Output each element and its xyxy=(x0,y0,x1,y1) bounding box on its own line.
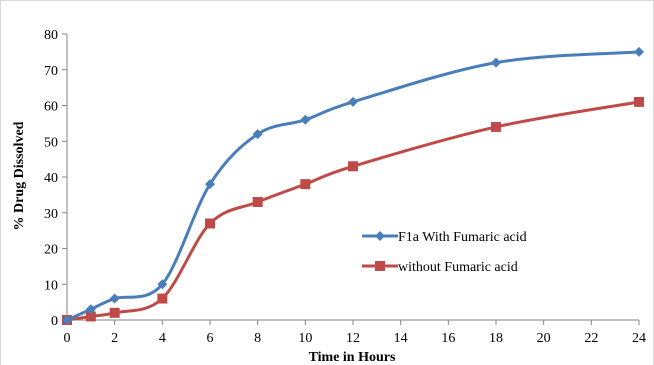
series-1 xyxy=(62,46,644,325)
x-tick-label: 0 xyxy=(64,331,71,346)
legend-label: without Fumaric acid xyxy=(398,260,518,275)
data-point xyxy=(157,279,168,290)
x-tick-label: 20 xyxy=(537,331,551,346)
series-line xyxy=(66,100,640,322)
x-tick-label: 24 xyxy=(632,331,646,346)
data-point xyxy=(205,218,215,229)
x-axis-title: Time in Hours xyxy=(309,350,396,365)
legend-swatch-marker xyxy=(375,231,385,241)
x-tick-label: 10 xyxy=(298,331,312,346)
series-line xyxy=(66,50,640,322)
data-point xyxy=(634,96,644,107)
x-tick-label: 18 xyxy=(489,331,503,346)
data-point xyxy=(157,293,168,304)
y-tick-label: 60 xyxy=(44,100,58,115)
legend-entry: F1a With Fumaric acid xyxy=(362,230,527,245)
data-point xyxy=(300,114,311,125)
data-point xyxy=(252,129,263,140)
y-tick-label: 40 xyxy=(44,171,58,186)
y-axis: 0 10 20 30 40 50 60 70 80 xyxy=(44,28,68,329)
y-tick-label: 0 xyxy=(51,314,58,329)
legend: F1a With Fumaric acid without Fumaric aci… xyxy=(362,230,527,275)
data-point xyxy=(634,46,644,57)
data-point xyxy=(491,57,501,68)
x-tick-label: 12 xyxy=(346,331,360,346)
data-point xyxy=(300,179,311,190)
data-point xyxy=(205,179,215,190)
y-tick-label: 10 xyxy=(44,278,58,293)
y-tick-label: 70 xyxy=(44,64,58,79)
legend-swatch-marker xyxy=(375,261,385,271)
y-tick-label: 80 xyxy=(44,28,58,43)
y-tick-label: 20 xyxy=(44,243,58,258)
legend-label: F1a With Fumaric acid xyxy=(398,230,527,245)
x-tick-label: 22 xyxy=(584,331,598,346)
x-tick-label: 4 xyxy=(159,331,166,346)
data-point xyxy=(109,307,120,318)
x-tick-label: 14 xyxy=(394,331,408,346)
x-tick-label: 16 xyxy=(441,331,455,346)
data-point xyxy=(491,121,501,132)
data-point xyxy=(85,311,96,322)
x-axis: 0 2 4 6 8 10 12 14 16 18 20 22 24 xyxy=(64,319,646,346)
y-tick-label: 30 xyxy=(44,207,58,222)
x-tick-label: 6 xyxy=(207,331,214,346)
data-point xyxy=(252,197,263,208)
data-point xyxy=(109,293,120,304)
legend-entry: without Fumaric acid xyxy=(362,260,518,275)
series-2 xyxy=(62,96,644,325)
series-layer xyxy=(62,46,644,325)
y-axis-title: % Drug Dissolved xyxy=(12,121,27,230)
data-point xyxy=(348,161,358,172)
data-point xyxy=(85,304,96,315)
data-point xyxy=(62,315,72,325)
x-tick-label: 2 xyxy=(111,331,118,346)
data-point xyxy=(348,96,358,107)
x-tick-label: 8 xyxy=(254,331,261,346)
y-tick-label: 50 xyxy=(44,135,58,150)
